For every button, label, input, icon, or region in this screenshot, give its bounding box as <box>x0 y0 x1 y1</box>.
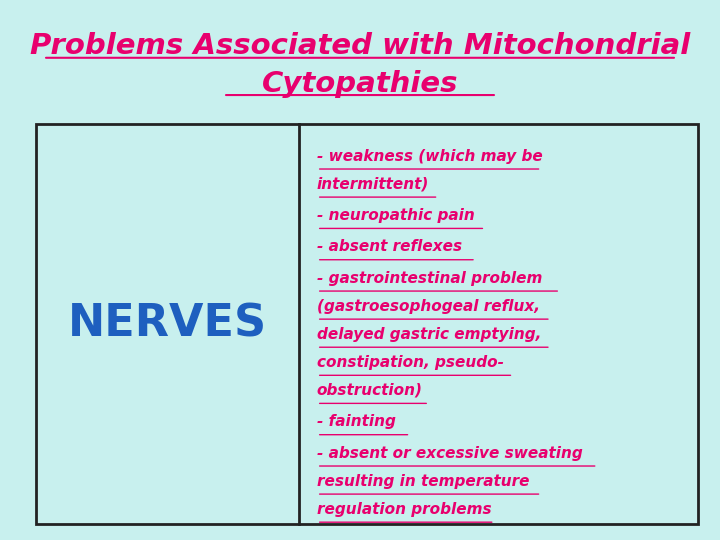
Text: delayed gastric emptying,: delayed gastric emptying, <box>317 327 541 342</box>
Text: intermittent): intermittent) <box>317 177 429 192</box>
FancyBboxPatch shape <box>36 124 698 524</box>
Text: Cytopathies: Cytopathies <box>262 70 458 98</box>
Text: - fainting: - fainting <box>317 414 396 429</box>
Text: regulation problems: regulation problems <box>317 502 492 517</box>
Text: - neuropathic pain: - neuropathic pain <box>317 208 474 223</box>
Text: - gastrointestinal problem: - gastrointestinal problem <box>317 271 542 286</box>
Text: - absent or excessive sweating: - absent or excessive sweating <box>317 446 582 461</box>
Text: Problems Associated with Mitochondrial: Problems Associated with Mitochondrial <box>30 32 690 60</box>
Text: - weakness (which may be: - weakness (which may be <box>317 148 543 164</box>
Text: obstruction): obstruction) <box>317 383 423 398</box>
Text: NERVES: NERVES <box>68 302 267 346</box>
Text: - absent reflexes: - absent reflexes <box>317 239 462 254</box>
Text: (gastroesophogeal reflux,: (gastroesophogeal reflux, <box>317 299 540 314</box>
Text: constipation, pseudo-: constipation, pseudo- <box>317 355 504 370</box>
Text: resulting in temperature: resulting in temperature <box>317 474 529 489</box>
